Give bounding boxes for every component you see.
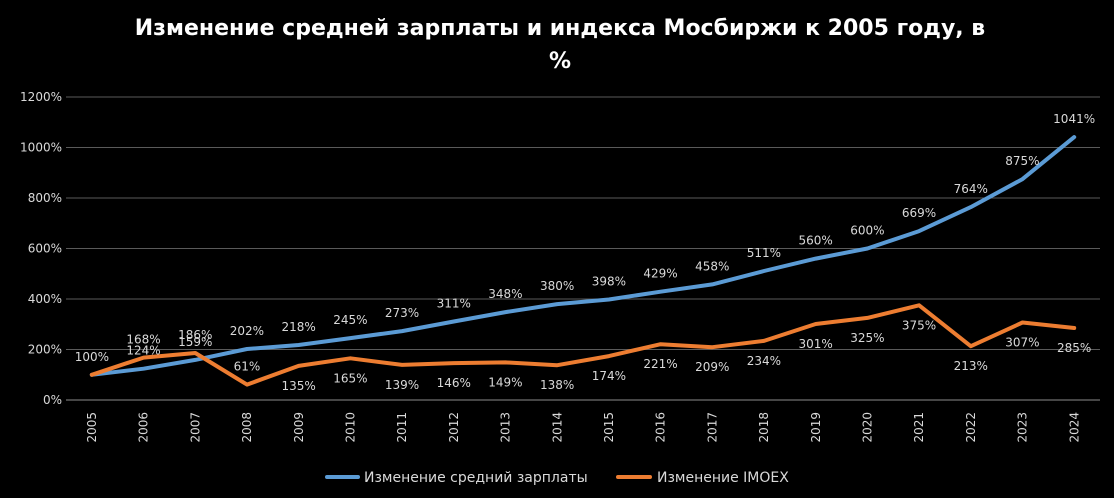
x-tick-label: 2019 (809, 412, 823, 443)
x-tick-label: 2016 (654, 412, 668, 443)
imoex-series-line (89, 303, 1077, 387)
imoex-data-label: 168% (126, 333, 160, 347)
salary-data-label: 600% (850, 224, 884, 238)
x-tick-label: 2023 (1016, 412, 1030, 443)
x-tick-label: 2012 (447, 412, 461, 443)
salary-data-label: 245% (333, 313, 367, 327)
imoex-data-label: 301% (798, 337, 832, 351)
x-tick-label: 2010 (344, 412, 358, 443)
imoex-data-label: 307% (1005, 335, 1039, 349)
imoex-data-label: 135% (281, 379, 315, 393)
salary-data-label: 764% (954, 182, 988, 196)
salary-data-label: 311% (437, 296, 471, 310)
x-tick-label: 2006 (137, 412, 151, 443)
x-tick-label: 2009 (292, 412, 306, 443)
imoex-data-label: 186% (178, 328, 212, 342)
imoex-data-label: 209% (695, 360, 729, 374)
imoex-data-label: 139% (385, 378, 419, 392)
x-tick-label: 2005 (85, 412, 99, 443)
y-tick-label: 200% (28, 343, 62, 357)
x-tick-label: 2007 (188, 412, 202, 443)
salary-data-label: 159% (178, 335, 212, 349)
imoex-data-label: 174% (592, 369, 626, 383)
salary-data-label: 273% (385, 306, 419, 320)
x-tick-label: 2014 (550, 412, 564, 443)
salary-data-label: 202% (230, 324, 264, 338)
imoex-data-label: 375% (902, 318, 936, 332)
salary-data-label: 875% (1005, 154, 1039, 168)
salary-data-label: 124% (126, 344, 160, 358)
x-tick-label: 2021 (912, 412, 926, 443)
salary-data-label: 398% (592, 275, 626, 289)
salary-data-label: 429% (643, 267, 677, 281)
salary-data-label: 218% (281, 320, 315, 334)
x-tick-label: 2020 (861, 412, 875, 443)
imoex-data-label: 138% (540, 378, 574, 392)
salary-data-label: 669% (902, 206, 936, 220)
chart-title: Изменение средней зарплаты и индекса Мос… (134, 16, 986, 74)
imoex-data-label: 213% (954, 359, 988, 373)
imoex-data-label: 149% (488, 375, 522, 389)
salary-series-line (89, 135, 1077, 377)
salary-data-label: 458% (695, 259, 729, 273)
imoex-data-label: 165% (333, 371, 367, 385)
y-tick-label: 1200% (20, 90, 62, 104)
x-tick-label: 2011 (395, 412, 409, 443)
salary-data-label: 1041% (1053, 112, 1095, 126)
imoex-data-label: 146% (437, 376, 471, 390)
imoex-data-label: 285% (1057, 341, 1091, 355)
x-tick-label: 2008 (240, 412, 254, 443)
y-tick-label: 0% (43, 393, 62, 407)
imoex-data-label: 221% (643, 357, 677, 371)
x-tick-label: 2024 (1067, 412, 1081, 443)
salary-data-label: 380% (540, 279, 574, 293)
y-tick-label: 1000% (20, 141, 62, 155)
x-tick-label: 2013 (499, 412, 513, 443)
legend-label: Изменение средний зарплаты (364, 470, 588, 486)
salary-data-label: 100% (75, 350, 109, 364)
salary-data-label: 348% (488, 287, 522, 301)
legend-label: Изменение IMOEX (657, 470, 789, 486)
salary-data-label: 560% (798, 234, 832, 248)
salary-data-label: 511% (747, 246, 781, 260)
imoex-data-label: 61% (234, 360, 261, 374)
x-tick-label: 2022 (964, 412, 978, 443)
y-tick-label: 600% (28, 242, 62, 256)
y-tick-label: 400% (28, 292, 62, 306)
x-tick-label: 2018 (757, 412, 771, 443)
x-tick-label: 2017 (705, 412, 719, 443)
imoex-data-label: 325% (850, 331, 884, 345)
y-tick-label: 800% (28, 191, 62, 205)
x-tick-label: 2015 (602, 412, 616, 443)
imoex-data-label: 234% (747, 354, 781, 368)
